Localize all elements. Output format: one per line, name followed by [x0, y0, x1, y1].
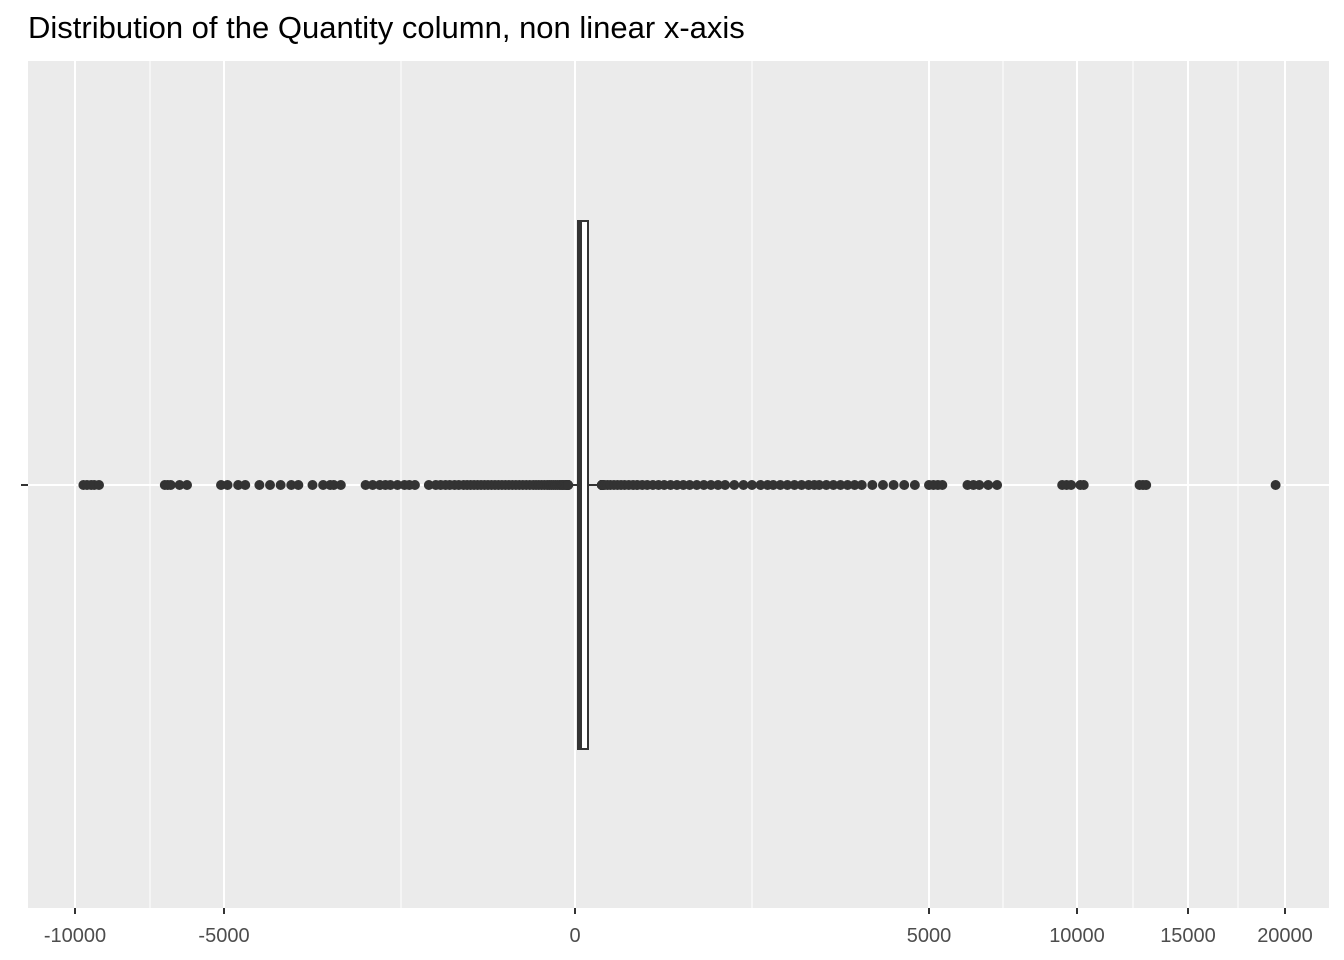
outlier-point: [165, 480, 176, 490]
x-tick-label: -5000: [198, 925, 249, 947]
box-and-whiskers: [568, 220, 602, 750]
outlier-point: [293, 480, 304, 490]
outlier-point: [867, 480, 878, 490]
outlier-point: [983, 480, 994, 490]
outlier-point: [720, 480, 731, 490]
outlier-point: [182, 480, 192, 490]
outlier-point: [360, 480, 371, 490]
outlier-point: [275, 480, 286, 490]
outlier-point: [423, 480, 434, 490]
outlier-point: [367, 480, 378, 490]
outlier-point: [240, 480, 251, 490]
outlier-point: [974, 480, 985, 490]
median-line: [578, 221, 582, 749]
x-tick-label: 5000: [907, 925, 952, 947]
outlier-point: [698, 480, 709, 490]
outlier-point: [789, 480, 800, 490]
outlier-point: [782, 480, 793, 490]
outlier-point: [755, 480, 766, 490]
outlier-point: [335, 480, 346, 490]
outlier-point: [1066, 480, 1077, 490]
outlier-point: [775, 480, 786, 490]
outlier-point: [233, 480, 244, 490]
outlier-point: [856, 480, 867, 490]
x-axis: -10000 -5000 0 5000 10000 15000 20000: [21, 484, 1313, 947]
outlier-point: [1270, 480, 1281, 490]
outlier-point: [286, 480, 297, 490]
outlier-point: [385, 480, 396, 490]
outlier-point: [1141, 480, 1152, 490]
outlier-point: [849, 480, 860, 490]
outlier-point: [992, 480, 1003, 490]
x-tick-label: 20000: [1257, 925, 1313, 947]
outlier-point: [796, 480, 807, 490]
outlier-point: [1078, 480, 1089, 490]
outlier-point: [842, 480, 853, 490]
outlier-point: [738, 480, 749, 490]
outlier-point: [729, 480, 740, 490]
outlier-point: [888, 480, 899, 490]
outlier-point: [254, 480, 265, 490]
outlier-point: [392, 480, 403, 490]
chart-title: Distribution of the Quantity column, non…: [28, 10, 745, 45]
outlier-point: [937, 480, 948, 490]
outlier-point: [222, 480, 233, 490]
outlier-point: [684, 480, 695, 490]
outlier-point: [705, 480, 716, 490]
x-tick-label: -10000: [44, 925, 106, 947]
outlier-point: [94, 480, 104, 490]
x-tick-label: 0: [569, 925, 580, 947]
outlier-point: [328, 480, 339, 490]
outlier-point: [713, 480, 724, 490]
x-tick-label: 10000: [1049, 925, 1105, 947]
outlier-point: [909, 480, 920, 490]
outlier-point: [265, 480, 276, 490]
x-tick-label: 15000: [1160, 925, 1216, 947]
outlier-point: [899, 480, 910, 490]
outlier-point: [768, 480, 779, 490]
outlier-point: [409, 480, 420, 490]
outlier-point: [174, 480, 185, 490]
outlier-point: [877, 480, 888, 490]
outlier-point: [821, 480, 832, 490]
outlier-point: [307, 480, 318, 490]
outlier-point: [835, 480, 846, 490]
outlier-point: [318, 480, 329, 490]
outlier-point: [747, 480, 757, 490]
outlier-point: [814, 480, 825, 490]
outlier-point: [828, 480, 839, 490]
outlier-point: [691, 480, 702, 490]
